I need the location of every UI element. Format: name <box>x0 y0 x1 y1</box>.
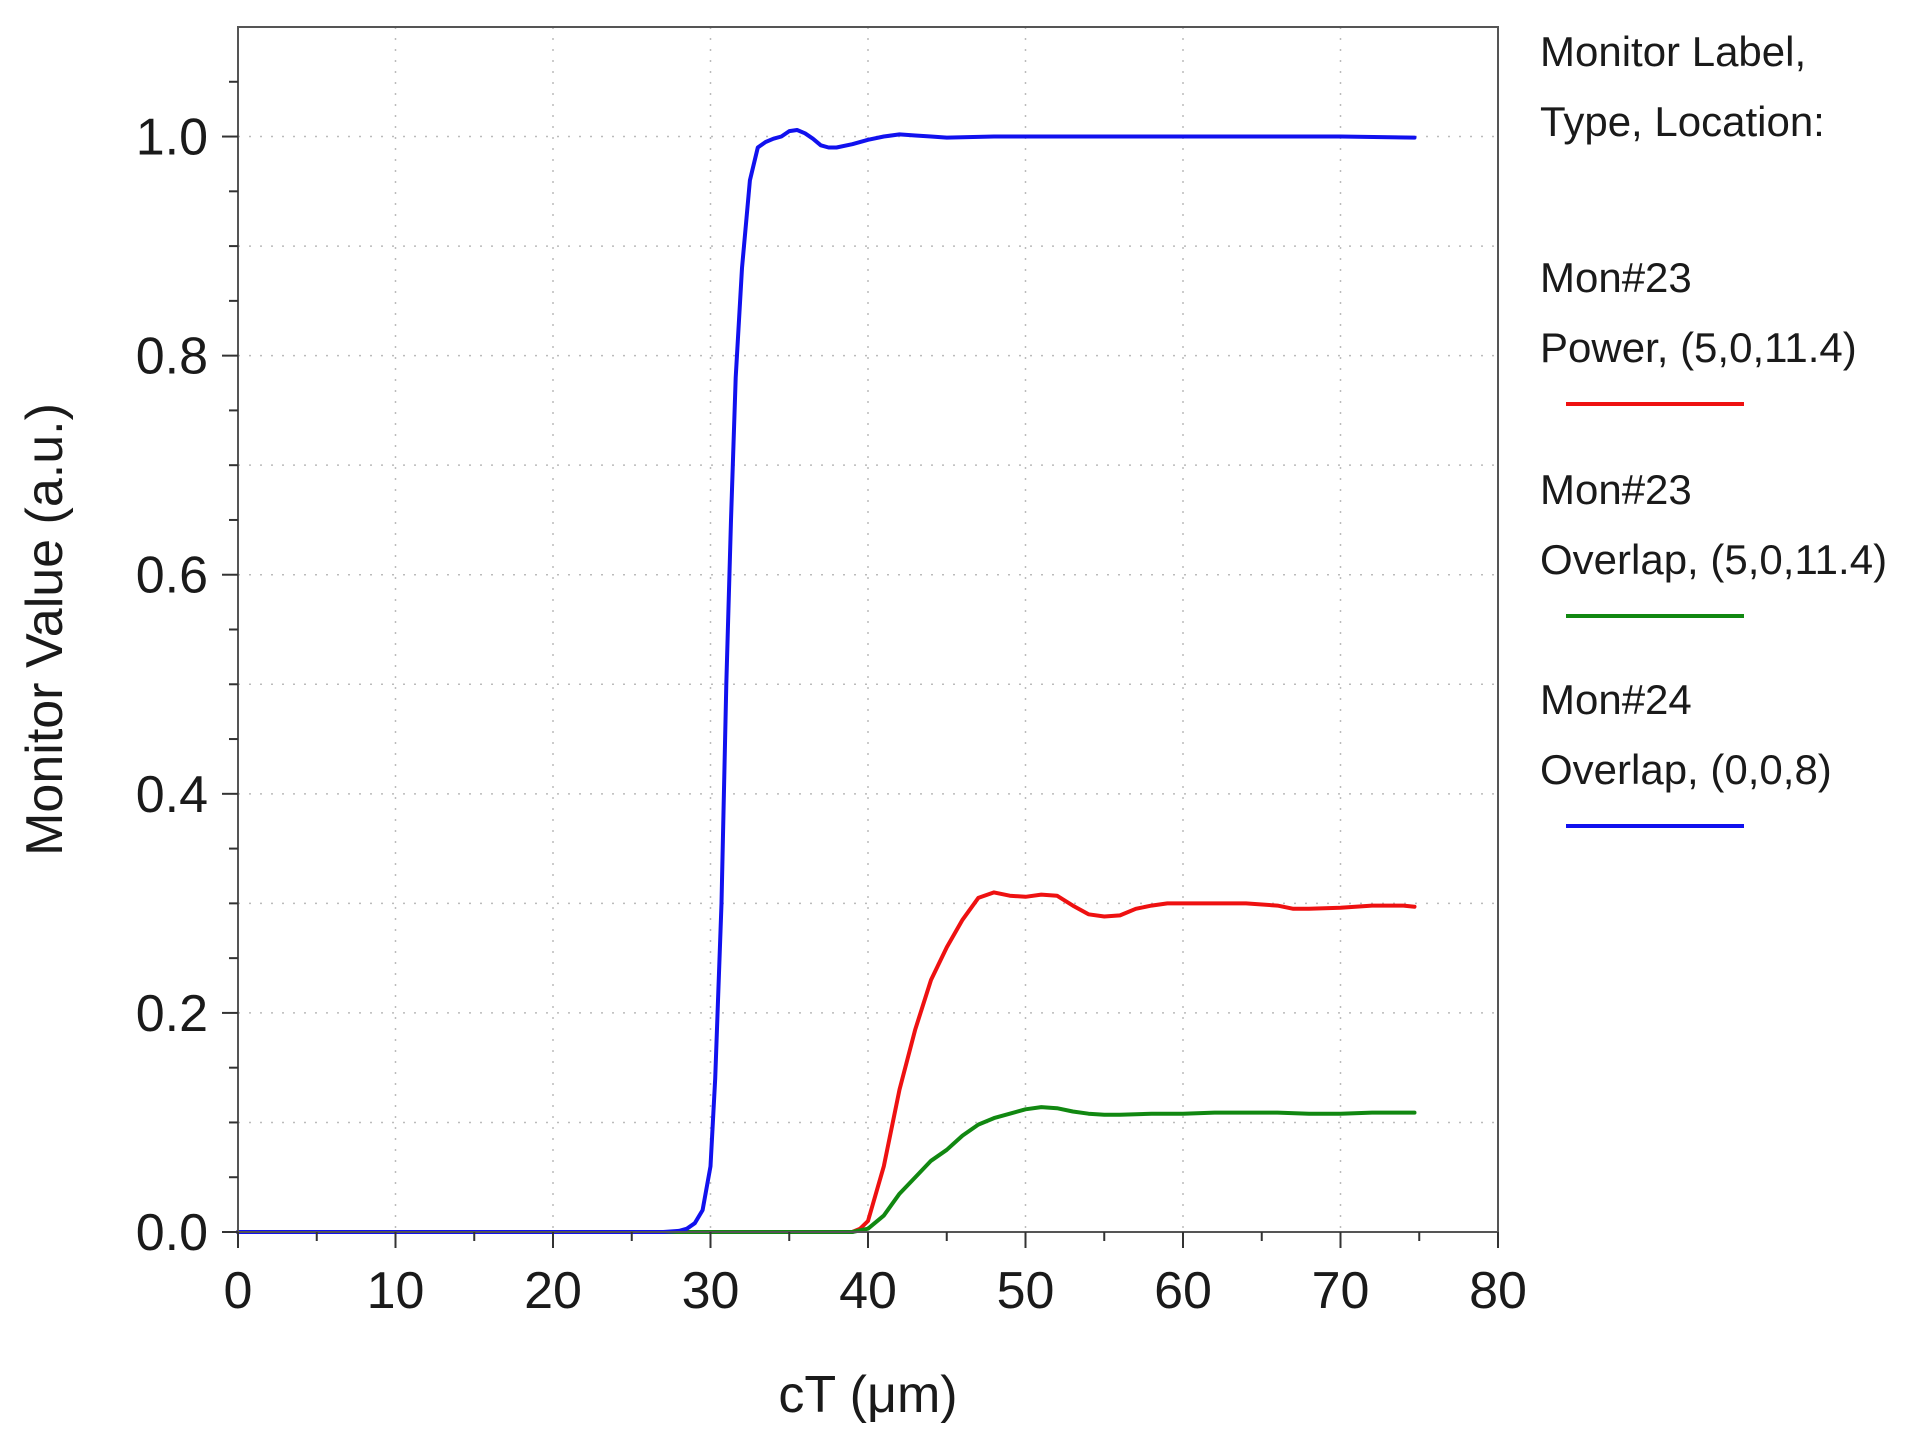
legend-entry-label: Mon#24 <box>1540 676 1692 723</box>
legend-header-line-2: Type, Location: <box>1540 98 1825 145</box>
y-tick-label: 0.8 <box>136 328 208 386</box>
tick-labels: 0 10 20 30 40 50 60 70 80 0.0 0.2 0.4 0.6 0.8 1.0 <box>136 109 1527 1320</box>
x-axis-label: cT (μm) <box>778 1366 957 1424</box>
x-tick-label: 70 <box>1312 1262 1370 1320</box>
y-tick-label: 0.6 <box>136 547 208 605</box>
legend-entry-detail: Power, (5,0,11.4) <box>1540 324 1857 371</box>
x-tick-label: 80 <box>1469 1262 1527 1320</box>
y-tick-label: 1.0 <box>136 109 208 167</box>
legend-entry-detail: Overlap, (5,0,11.4) <box>1540 536 1887 583</box>
legend: Monitor Label, Type, Location: Mon#23 Po… <box>1540 28 1887 828</box>
x-tick-label: 50 <box>997 1262 1055 1320</box>
y-tick-label: 0.2 <box>136 985 208 1043</box>
legend-entry-label: Mon#23 <box>1540 254 1692 301</box>
x-tick-label: 0 <box>224 1262 253 1320</box>
x-tick-label: 20 <box>524 1262 582 1320</box>
grid <box>238 26 1498 1232</box>
series-line-1 <box>236 1105 1417 1234</box>
y-tick-label: 0.0 <box>136 1204 208 1262</box>
series-line-0 <box>236 890 1417 1234</box>
x-tick-label: 60 <box>1154 1262 1212 1320</box>
x-tick-label: 30 <box>682 1262 740 1320</box>
series-line-2 <box>236 128 1417 1234</box>
axis-ticks <box>222 80 1499 1248</box>
series-lines <box>236 128 1417 1234</box>
legend-entry-detail: Overlap, (0,0,8) <box>1540 746 1832 793</box>
y-tick-label: 0.4 <box>136 766 208 824</box>
x-tick-label: 40 <box>839 1262 897 1320</box>
x-tick-label: 10 <box>367 1262 425 1320</box>
legend-header-line-1: Monitor Label, <box>1540 28 1806 75</box>
y-axis-label: Monitor Value (a.u.) <box>16 403 74 856</box>
legend-entry-label: Mon#23 <box>1540 466 1692 513</box>
